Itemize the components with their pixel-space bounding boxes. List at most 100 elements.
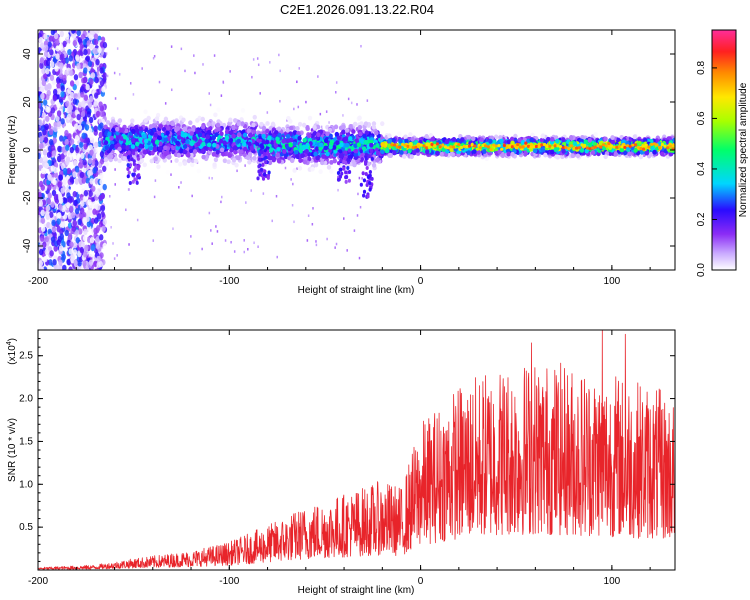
spectrogram-cell (117, 146, 122, 152)
spectrogram-cell (158, 124, 164, 129)
spectrogram-cell (178, 161, 183, 167)
spectrogram-cell (192, 135, 197, 141)
spectrogram-cell (358, 131, 363, 137)
spectrogram-cell (75, 54, 80, 61)
spectrogram-cell (193, 158, 199, 164)
spectrogram-cell (327, 127, 333, 133)
spectrogram-cell (196, 168, 201, 174)
spectrogram-cell (143, 118, 149, 123)
spectrogram-cell (267, 160, 273, 166)
spectrogram-cell (43, 136, 49, 144)
spectrogram-cell (158, 141, 163, 147)
spectrogram-cell (119, 136, 124, 142)
spectrogram-cell (77, 124, 83, 131)
spectrogram-cell (275, 194, 278, 198)
spectrogram-cell (320, 160, 325, 166)
spectrogram-cell (40, 217, 46, 224)
spectrogram-cell (82, 195, 88, 202)
spectrogram-cell (153, 195, 156, 199)
spectrogram-cell (293, 149, 299, 155)
spectrogram-cell (68, 248, 73, 255)
spectrogram-cell (239, 117, 244, 122)
spectrogram-cell (256, 57, 259, 60)
spectrogram-cell (44, 248, 49, 256)
spectrogram-cell (45, 115, 50, 122)
spectrogram-cell (89, 30, 94, 36)
spectrogram-cell (221, 195, 223, 199)
spectrogram-cell (216, 126, 221, 132)
spectrogram-cell (185, 139, 190, 145)
spectrogram-cell (316, 132, 321, 138)
spectrogram-cell (166, 125, 171, 131)
spectrogram-cell (78, 162, 84, 169)
spectrogram-cell (57, 181, 62, 188)
spectrogram-cell (70, 211, 76, 219)
spectrogram-cell (249, 146, 255, 151)
spectrogram-cell (115, 126, 120, 132)
spectrogram-cell (111, 127, 116, 133)
spectrogram-cell (371, 121, 377, 127)
spectrogram-cell (282, 149, 287, 154)
spectrogram-cell (348, 123, 353, 129)
spectrogram-cell (143, 138, 149, 144)
spectrogram-cell (325, 151, 330, 157)
spectrogram-cell (153, 156, 158, 162)
spectrogram-cell (315, 124, 321, 130)
spectrogram-cell (62, 40, 67, 48)
spectrogram-cell (100, 205, 106, 212)
spectrogram-cell (196, 141, 201, 147)
spectrogram-cell (361, 146, 367, 152)
spectrogram-cell (153, 54, 156, 58)
spectrogram-cell (51, 226, 57, 233)
spectrogram-cell (178, 186, 180, 189)
spectrogram-cell (66, 113, 72, 121)
spectrogram-cell (363, 139, 368, 145)
spectrogram-cell (95, 30, 100, 34)
spectrogram-cell (42, 149, 48, 156)
spectrogram-cell (238, 149, 244, 155)
spectrogram-cell (233, 118, 238, 123)
spectrogram-cell (358, 176, 361, 180)
spectrogram-cell (69, 138, 75, 145)
spectrogram-cell (132, 93, 135, 96)
spectrogram-cell (72, 171, 77, 178)
spectrogram-cell (271, 219, 273, 223)
spectrogram-cell (306, 239, 309, 242)
spectrogram-cell (212, 162, 217, 168)
spectrogram-cell (273, 130, 279, 135)
spectrogram-cell (291, 203, 294, 207)
spectrogram-cell (175, 125, 181, 131)
spectrogram-cell (94, 92, 99, 99)
spectrogram-cell (81, 177, 86, 184)
spectrogram-cell (247, 159, 252, 165)
spectrogram-cell (222, 140, 227, 146)
spectrogram-cell (361, 177, 363, 180)
spectrogram-cell (342, 114, 344, 117)
spectrogram-cell (341, 129, 346, 135)
spectrogram-cell (38, 248, 44, 256)
spectrogram-cell (313, 162, 319, 168)
spectrogram-cell (152, 239, 155, 242)
spectrogram-cell (79, 141, 84, 148)
spectrogram-cell (213, 112, 218, 118)
spectrogram-cell (247, 141, 252, 147)
spectrogram-cell (43, 255, 48, 263)
spectrogram-cell (319, 112, 322, 116)
spectrogram-cell (93, 33, 99, 40)
spectrogram-cell (47, 184, 52, 191)
spectrogram-cell (58, 43, 64, 50)
spectrogram-cell (76, 113, 81, 121)
spectrogram-cell (275, 136, 280, 142)
spectrogram-cell (56, 110, 62, 117)
spectrogram-cell (170, 88, 173, 92)
spectrogram-cell (141, 133, 147, 139)
spectrogram-cell (298, 67, 300, 70)
spectrogram-cell (93, 100, 98, 108)
spectrogram-cell (219, 138, 224, 144)
spectrogram-cell (62, 179, 67, 186)
spectrogram-cell (354, 138, 360, 144)
spectrogram-cell (44, 235, 50, 243)
spectrogram-cell (82, 159, 87, 166)
spectrogram-cell (216, 230, 219, 233)
spectrogram-cell (40, 125, 45, 132)
